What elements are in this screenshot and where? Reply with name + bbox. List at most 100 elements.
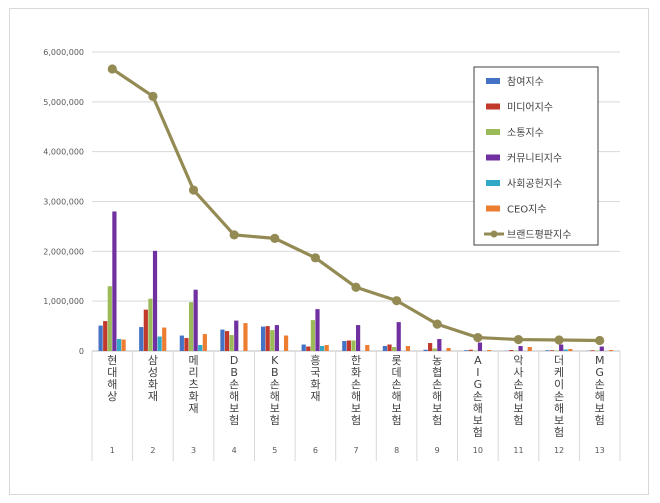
legend-label: 사회공헌지수 <box>507 178 562 190</box>
category-label: 보 <box>432 402 442 415</box>
category-label: 롯 <box>392 354 402 367</box>
bar-6 <box>365 345 370 351</box>
bar-1 <box>301 344 306 351</box>
legend-swatch <box>486 103 500 110</box>
category-label: 보 <box>392 402 402 415</box>
line-point <box>270 233 280 243</box>
bar-2 <box>224 331 230 351</box>
category-label: D <box>230 354 238 367</box>
category-label: 협 <box>432 366 442 379</box>
category-label: 험 <box>432 414 442 427</box>
category-label: 손 <box>270 378 280 391</box>
category-label: 손 <box>513 378 523 391</box>
rank-label: 11 <box>513 446 523 455</box>
category-label: A <box>474 354 482 367</box>
category-label: 사 <box>513 366 523 379</box>
bar-6 <box>608 350 614 351</box>
category-label: 화 <box>351 366 361 379</box>
bar-2 <box>265 326 270 351</box>
category-label: 보 <box>229 402 239 415</box>
rank-label: 6 <box>313 446 318 455</box>
bar-2 <box>428 343 433 351</box>
bar-4 <box>315 309 320 351</box>
category-label: 흥 <box>310 353 320 367</box>
bar-4 <box>234 320 239 351</box>
bar-1 <box>464 350 469 351</box>
line-point <box>188 185 199 195</box>
bar-1 <box>260 326 266 351</box>
category-label: 해 <box>270 389 280 403</box>
bar-6 <box>121 339 126 351</box>
category-label: 케 <box>554 366 564 379</box>
line-point <box>351 282 361 292</box>
bar-6 <box>487 350 492 351</box>
line-point <box>310 253 320 263</box>
bar-4 <box>112 211 117 351</box>
legend-swatch <box>486 129 500 135</box>
bar-5 <box>198 345 203 351</box>
category-label: 해 <box>595 389 605 403</box>
bar-6 <box>527 347 532 351</box>
bar-3 <box>392 347 397 351</box>
category-label: 손 <box>595 378 605 391</box>
bar-4 <box>437 339 442 351</box>
category-label: 화 <box>148 378 158 391</box>
bar-5 <box>563 349 568 351</box>
category-label: 험 <box>473 426 483 439</box>
bar-3 <box>107 286 112 351</box>
rank-label: 2 <box>150 446 155 455</box>
legend-label: CEO지수 <box>507 204 547 216</box>
bar-1 <box>179 335 184 351</box>
category-label: 보 <box>554 414 564 427</box>
line-point <box>513 334 524 345</box>
category-label: 험 <box>351 414 361 427</box>
bar-4 <box>518 346 523 351</box>
category-label: 험 <box>595 414 605 427</box>
category-label: 이 <box>554 378 564 391</box>
category-label: 데 <box>392 366 402 379</box>
category-label: 메 <box>188 354 198 367</box>
line-point <box>432 319 442 329</box>
bar-4 <box>559 344 564 351</box>
legend-swatch <box>486 180 500 186</box>
bar-2 <box>549 350 555 351</box>
category-label: 손 <box>351 378 361 391</box>
bar-3 <box>432 348 437 351</box>
bar-6 <box>202 334 207 351</box>
category-label: I <box>476 366 479 379</box>
bar-3 <box>229 335 234 351</box>
category-label: M <box>595 354 605 367</box>
category-label: 보 <box>270 402 280 415</box>
category-label: 해 <box>473 401 483 415</box>
legend-swatch <box>490 230 498 238</box>
legend-swatch <box>486 78 500 84</box>
category-label: 험 <box>270 414 280 427</box>
y-tick-label: 5,000,000 <box>43 98 84 107</box>
rank-label: 5 <box>272 446 277 455</box>
y-tick-label: 0 <box>79 347 84 356</box>
category-label: 해 <box>107 377 117 391</box>
rank-label: 12 <box>554 446 564 455</box>
category-label: 리 <box>188 366 198 379</box>
category-label: K <box>271 354 279 367</box>
category-label: 보 <box>513 402 523 415</box>
bar-4 <box>356 325 361 351</box>
rank-label: 1 <box>110 446 115 455</box>
category-label: 재 <box>188 402 198 415</box>
chart-frame: 0 1,000,000 2,000,000 3,000,000 4,000,000 5,0… <box>9 8 649 495</box>
category-label: 험 <box>229 414 239 427</box>
category-label: 재 <box>148 390 158 403</box>
bar-1 <box>382 346 388 351</box>
category-label: 험 <box>392 414 402 427</box>
category-label: 악 <box>513 354 523 367</box>
category-label: 손 <box>392 378 402 391</box>
bar-2 <box>103 321 108 351</box>
category-label: 해 <box>432 389 442 403</box>
category-label: 츠 <box>188 378 198 391</box>
bar-1 <box>220 329 225 351</box>
bar-6 <box>405 346 411 351</box>
category-label: 해 <box>554 401 564 415</box>
rank-label: 4 <box>232 446 237 455</box>
bar-4 <box>193 289 198 351</box>
category-label: 삼 <box>148 354 158 367</box>
